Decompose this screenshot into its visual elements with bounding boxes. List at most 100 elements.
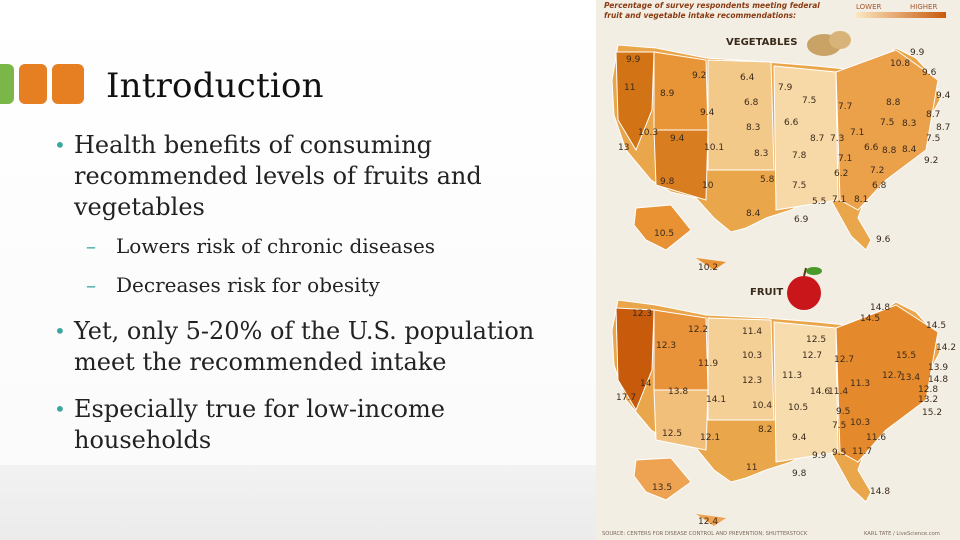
veg-values: 9.9 9.2 6.4 7.9 9.9 10.8 9.6 11 8.9 6.8 …: [618, 48, 951, 273]
bullet-2-line-1: Yet, only 5-20% of the U.S. population: [74, 317, 535, 345]
fruit-value: 9.8: [792, 469, 807, 479]
fruit-midwest-south: [773, 321, 839, 463]
subbullet-1-text: Lowers risk of chronic diseases: [116, 234, 436, 258]
map-svg: Percentage of survey respondents meeting…: [596, 0, 960, 540]
fruit-value: 14.5: [860, 314, 880, 324]
veg-midwest-south: [773, 65, 839, 211]
fruit-value: 10.5: [788, 403, 808, 413]
veg-value: 6.2: [834, 169, 848, 179]
map-header-line-1: Percentage of survey respondents meeting…: [604, 1, 820, 10]
veg-value: 8.3: [746, 123, 760, 133]
bullet-1-line-2: recommended levels of fruits and: [74, 162, 482, 190]
subbullet-2: – Decreases risk for obesity: [86, 272, 380, 298]
veg-value: 7.1: [832, 195, 846, 205]
fruit-value: 13.2: [918, 395, 938, 405]
veg-value: 8.9: [660, 89, 675, 99]
veg-value: 7.5: [926, 134, 940, 144]
bullet-3: • Especially true for low-income househo…: [52, 394, 445, 456]
subbullet-2-text: Decreases risk for obesity: [116, 273, 380, 297]
veg-east: [835, 49, 939, 211]
veg-value: 6.8: [872, 181, 887, 191]
veg-value: 7.8: [792, 151, 807, 161]
veg-value: 8.3: [902, 119, 916, 129]
subbullet-1: – Lowers risk of chronic diseases: [86, 233, 435, 259]
fruit-value: 14.8: [870, 303, 890, 313]
veg-value: 9.6: [876, 235, 891, 245]
veg-value: 9.4: [700, 108, 715, 118]
fruit-value: 12.3: [656, 341, 676, 351]
veg-value: 7.5: [792, 181, 806, 191]
legend-higher-label: HIGHER: [910, 3, 937, 11]
fruit-value: 11.4: [828, 387, 848, 397]
veg-value: 8.1: [854, 195, 868, 205]
fruit-west-coast: [615, 307, 655, 412]
veg-value: 6.6: [864, 143, 879, 153]
fruit-value: 14.8: [928, 375, 948, 385]
veg-plains: [707, 59, 775, 171]
veg-value: 9.2: [924, 156, 938, 166]
veg-hawaii: [696, 258, 726, 270]
slide-footer-band: [0, 465, 600, 540]
bullet-1: • Health benefits of consuming recommend…: [52, 130, 482, 223]
fruit-value: 12.3: [632, 309, 652, 319]
title-accent-blocks: [0, 64, 90, 104]
fruit-value: 7.5: [832, 421, 846, 431]
veg-value: 8.4: [746, 209, 761, 219]
veg-value: 8.4: [902, 145, 917, 155]
fruit-value: 11.3: [850, 379, 870, 389]
veg-value: 10.5: [654, 229, 674, 239]
fruit-value: 12.3: [742, 376, 762, 386]
fruit-value: 12.7: [834, 355, 854, 365]
apple-icon: [787, 267, 822, 310]
fruit-value: 11.9: [698, 359, 718, 369]
veg-value: 7.5: [802, 96, 816, 106]
fruit-value: 10.3: [850, 418, 870, 428]
fruit-value: 13.9: [928, 363, 948, 373]
fruit-southwest: [653, 389, 709, 451]
legend-gradient-bar: [856, 12, 946, 18]
fruit-value: 13.4: [900, 373, 920, 383]
fruit-value: 15.2: [922, 408, 942, 418]
bullet-dot: •: [54, 397, 66, 421]
veg-value: 9.9: [910, 48, 925, 58]
fruit-label: FRUIT: [750, 287, 783, 298]
fruit-value: 13.5: [652, 483, 672, 493]
veg-value: 9.9: [626, 55, 641, 65]
fruit-value: 9.5: [836, 407, 850, 417]
veg-value: 6.8: [744, 98, 759, 108]
subbullet-dash: –: [86, 273, 96, 297]
fruit-value: 11.7: [852, 447, 872, 457]
fruit-value: 11.3: [782, 371, 802, 381]
veg-value: 7.1: [850, 128, 864, 138]
vegetables-label: VEGETABLES: [726, 37, 797, 48]
accent-block-orange-1: [19, 64, 47, 104]
fruit-value: 14.5: [926, 321, 946, 331]
fruit-east: [835, 304, 939, 463]
bullet-dot: •: [54, 319, 66, 343]
veg-value: 5.5: [812, 197, 826, 207]
fruit-alaska: [633, 457, 692, 501]
veg-value: 7.9: [778, 83, 793, 93]
fruit-value: 12.7: [882, 371, 902, 381]
bullet-2-line-2: meet the recommended intake: [74, 348, 447, 376]
veg-value: 10.8: [890, 59, 910, 69]
potato-icon: [807, 31, 851, 56]
fruit-value: 14.8: [870, 487, 890, 497]
veg-value: 7.1: [838, 154, 852, 164]
veg-alaska: [633, 204, 692, 251]
fruit-value: 12.4: [698, 517, 718, 527]
veg-value: 7.7: [838, 102, 852, 112]
slide-background: [0, 0, 600, 540]
bullet-dot: •: [54, 133, 66, 157]
veg-value: 10.3: [638, 128, 658, 138]
veg-value: 9.4: [670, 134, 685, 144]
fruit-value: 9.9: [812, 451, 827, 461]
veg-value: 9.8: [660, 177, 675, 187]
fruit-value: 14.2: [936, 343, 956, 353]
map-source: SOURCE: CENTERS FOR DISEASE CONTROL AND …: [602, 531, 808, 537]
accent-block-orange-2: [52, 64, 84, 104]
fruit-value: 13.8: [668, 387, 688, 397]
bullet-3-line-1: Especially true for low-income: [74, 395, 445, 423]
veg-value: 6.9: [794, 215, 809, 225]
